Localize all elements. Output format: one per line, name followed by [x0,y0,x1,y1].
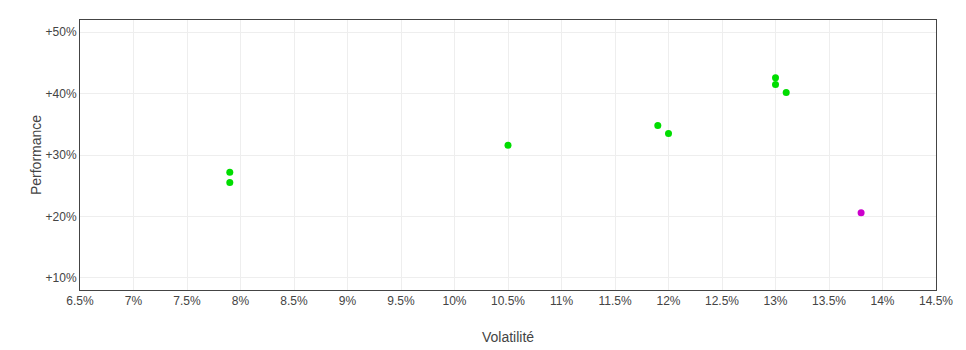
svg-text:Performance: Performance [28,115,44,195]
svg-text:14.5%: 14.5% [919,294,953,308]
svg-text:11.5%: 11.5% [598,294,631,308]
svg-text:13%: 13% [763,294,787,308]
svg-text:8.5%: 8.5% [280,294,308,308]
svg-text:+30%: +30% [46,148,77,162]
svg-text:+20%: +20% [46,210,77,224]
svg-text:12%: 12% [656,294,680,308]
svg-text:+40%: +40% [46,87,77,101]
svg-text:9%: 9% [339,294,357,308]
svg-text:Volatilité: Volatilité [482,329,534,345]
svg-text:14%: 14% [870,294,894,308]
svg-text:11%: 11% [550,294,573,308]
svg-text:12.5%: 12.5% [705,294,739,308]
svg-text:10.5%: 10.5% [491,294,525,308]
svg-text:+10%: +10% [46,271,77,285]
svg-text:7.5%: 7.5% [173,294,201,308]
svg-text:8%: 8% [232,294,250,308]
svg-text:10%: 10% [442,294,466,308]
svg-text:9.5%: 9.5% [387,294,415,308]
svg-text:13.5%: 13.5% [812,294,846,308]
svg-text:6.5%: 6.5% [66,294,94,308]
svg-text:+50%: +50% [46,25,77,39]
svg-text:7%: 7% [125,294,143,308]
